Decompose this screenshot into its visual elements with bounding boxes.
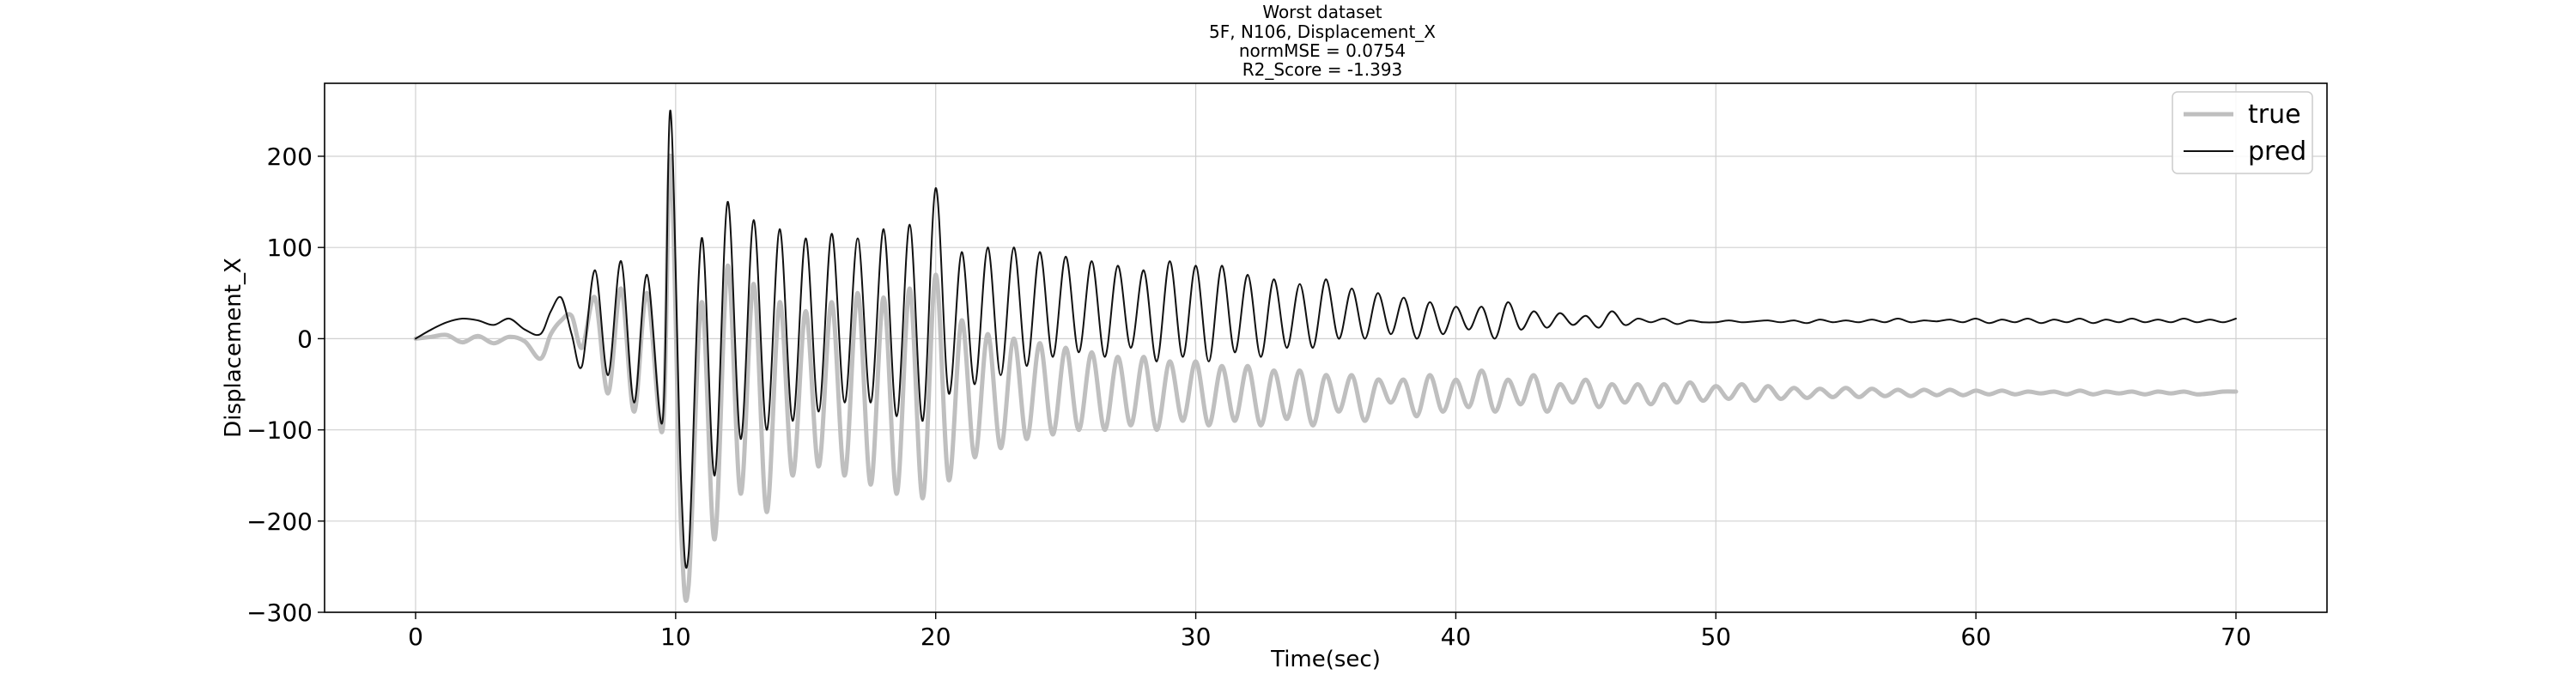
y-tick-label: −100: [246, 416, 313, 445]
legend: true pred: [2172, 91, 2313, 174]
y-tick-label: −200: [246, 508, 313, 536]
series-line-pred: [415, 109, 2237, 569]
x-tick-label: 30: [1181, 623, 1212, 651]
y-tick-label: 200: [267, 143, 313, 171]
x-tick-label: 50: [1700, 623, 1731, 651]
title-line-3: normMSE = 0.0754: [1239, 40, 1406, 61]
x-tick-label: 40: [1441, 623, 1472, 651]
title-line-1: Worst dataset: [1262, 2, 1382, 22]
x-tick-label: 10: [660, 623, 691, 651]
legend-true-label: true: [2248, 100, 2301, 130]
title-line-2: 5F, N106, Displacement_X: [1209, 21, 1436, 42]
axis-ticks: 0 10 20 30 40 50 60 70 −300 −200 −100 0 100 200: [246, 143, 2251, 651]
legend-pred-label: pred: [2248, 137, 2306, 167]
chart-title: Worst dataset 5F, N106, Displacement_X n…: [1209, 2, 1436, 80]
series-line-true: [413, 154, 2239, 603]
x-axis-label: Time(sec): [1270, 647, 1381, 672]
y-tick-label: 0: [297, 325, 313, 353]
x-tick-label: 20: [920, 623, 951, 651]
x-tick-label: 60: [1960, 623, 1991, 651]
grid-lines: [325, 83, 2327, 613]
series-layer: [413, 109, 2239, 603]
y-tick-label: −300: [246, 599, 313, 627]
y-axis-label: Displacement_X: [221, 258, 246, 438]
title-line-4: R2_Score = -1.393: [1242, 59, 1403, 80]
x-tick-label: 70: [2221, 623, 2251, 651]
x-tick-label: 0: [408, 623, 423, 651]
y-tick-label: 100: [267, 234, 313, 262]
plot-frame: [324, 82, 2328, 613]
